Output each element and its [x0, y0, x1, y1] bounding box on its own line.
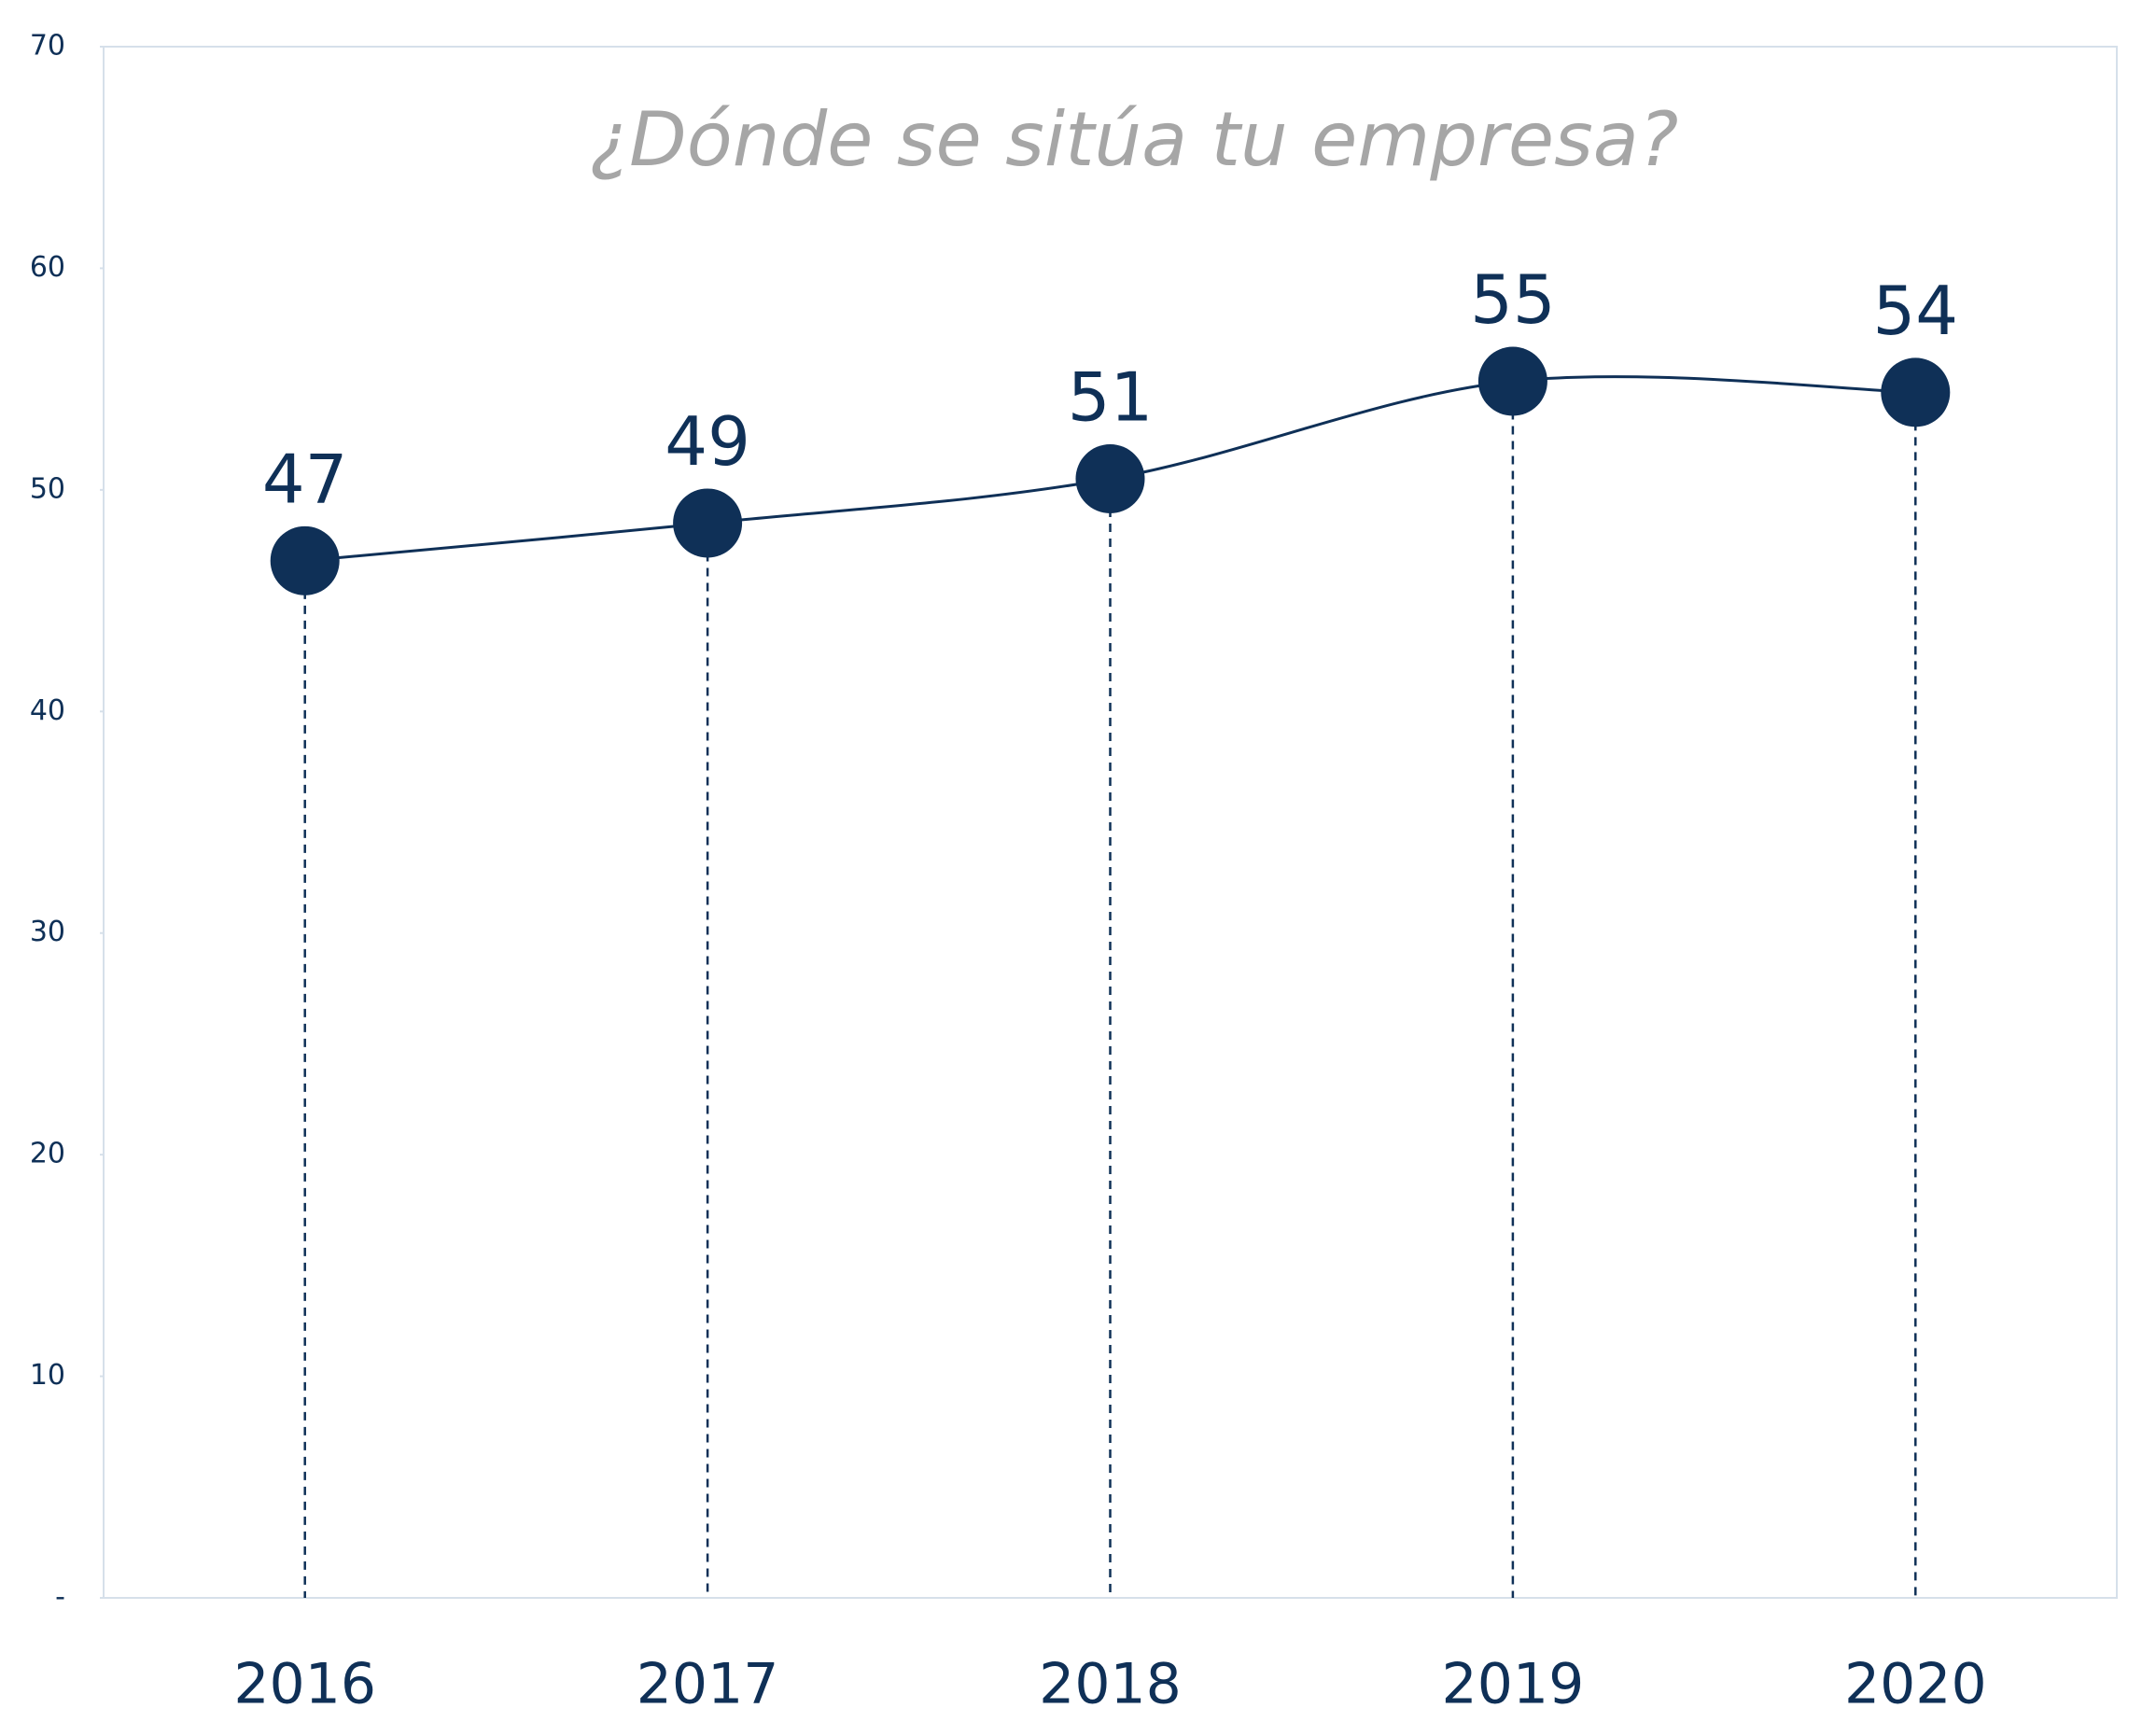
x-tick-label: 2018 [1039, 1652, 1182, 1717]
marker [270, 525, 340, 595]
y-tick-label: 20 [30, 1138, 65, 1170]
y-tick-label: 50 [30, 472, 65, 505]
y-tick-label: 60 [30, 251, 65, 284]
y-tick-label: 10 [30, 1359, 65, 1392]
value-label: 47 [262, 440, 348, 518]
x-tick-label: 2019 [1442, 1652, 1585, 1717]
marker [1881, 357, 1951, 427]
y-tick-label: 40 [30, 694, 65, 727]
chart-title: ¿Dónde se sitúa tu empresa? [590, 96, 1679, 183]
x-tick-label: 2016 [233, 1652, 376, 1717]
plot-area [103, 46, 2118, 1599]
x-tick-label: 2017 [637, 1652, 779, 1717]
x-tick-label: 2020 [1844, 1652, 1987, 1717]
marker [673, 488, 743, 558]
y-tick-label: 30 [30, 916, 65, 948]
y-tick-label: - [55, 1581, 65, 1614]
marker [1075, 443, 1145, 513]
value-label: 49 [665, 402, 750, 481]
y-tick-label: 70 [30, 30, 65, 63]
marker [1477, 346, 1547, 416]
value-label: 54 [1872, 272, 1958, 350]
value-label: 55 [1470, 260, 1556, 339]
value-label: 51 [1068, 358, 1154, 437]
